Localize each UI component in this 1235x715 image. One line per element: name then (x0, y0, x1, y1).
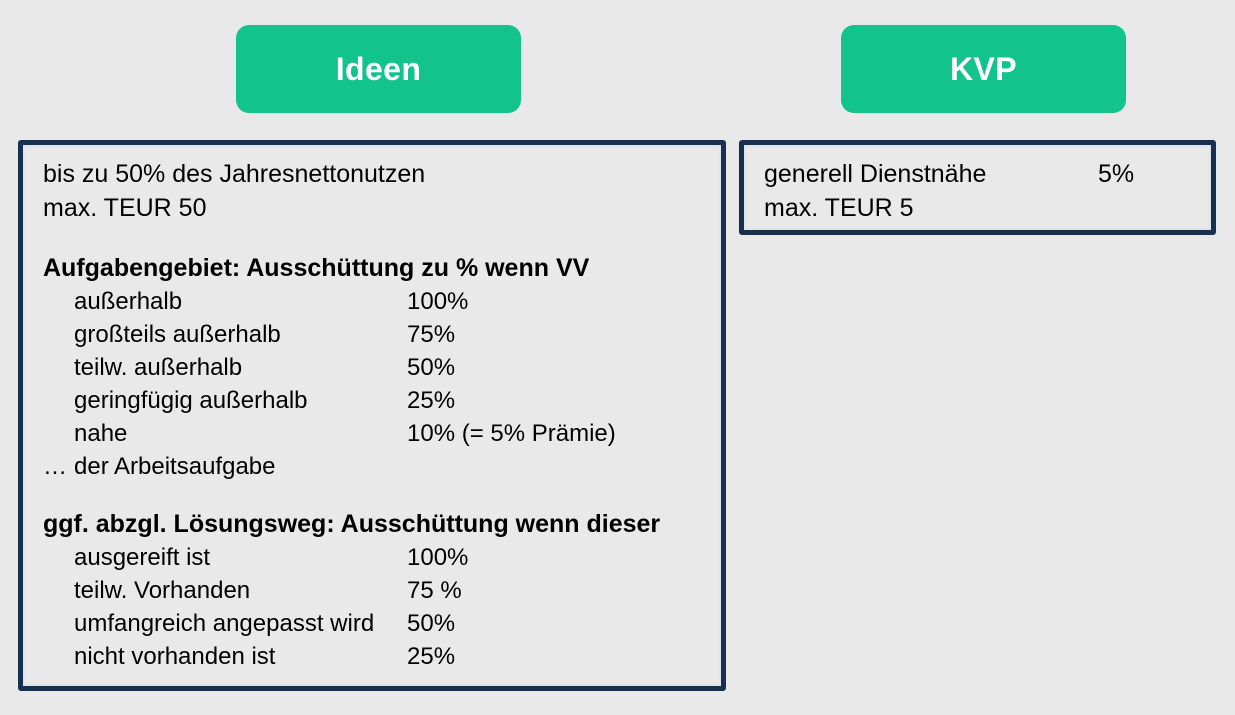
ideen-section1-footnote: … der Arbeitsaufgabe (43, 450, 707, 483)
row-value: 50% (407, 610, 456, 637)
table-row: ausgereift ist 100% (43, 541, 707, 574)
header-pill-kvp[interactable]: KVP (841, 25, 1126, 113)
ideen-intro-line-2: max. TEUR 50 (43, 194, 207, 222)
header-pill-ideen-label: Ideen (335, 51, 422, 87)
row-value: 75% (407, 321, 456, 348)
panel-ideen-content: bis zu 50% des Jahresnettonutzen max. TE… (23, 145, 721, 683)
row-value: 100% (407, 544, 469, 571)
footnote-ellipsis: … (43, 453, 67, 480)
table-row: nicht vorhanden ist 25% (43, 640, 707, 673)
row-label: teilw. außerhalb (74, 354, 243, 381)
table-row: generell Dienstnähe 5% (764, 157, 1197, 191)
table-row: max. TEUR 5 (764, 191, 1197, 225)
header-pill-kvp-label: KVP (950, 51, 1017, 87)
table-row: umfangreich angepasst wird 50% (43, 607, 707, 640)
row-label: geringfügig außerhalb (74, 387, 308, 414)
row-label: umfangreich angepasst wird (74, 610, 375, 637)
header-pill-ideen[interactable]: Ideen (236, 25, 521, 113)
row-label: außerhalb (74, 288, 183, 315)
table-row: außerhalb 100% (43, 285, 707, 318)
table-row: geringfügig außerhalb 25% (43, 384, 707, 417)
table-row: teilw. außerhalb 50% (43, 351, 707, 384)
row-value: 25% (407, 643, 456, 670)
table-row: teilw. Vorhanden 75 % (43, 574, 707, 607)
row-label: teilw. Vorhanden (74, 577, 251, 604)
ideen-section1-rows: außerhalb 100% großteils außerhalb 75% t… (43, 285, 707, 450)
row-label: nahe (74, 420, 128, 447)
spacer-between-sections (43, 483, 707, 507)
ideen-intro-line-1: bis zu 50% des Jahresnettonutzen (43, 160, 426, 188)
panel-kvp-content: generell Dienstnähe 5% max. TEUR 5 (744, 145, 1211, 235)
row-label: generell Dienstnähe (764, 160, 987, 188)
panel-ideen: bis zu 50% des Jahresnettonutzen max. TE… (18, 140, 726, 691)
spacer-after-intro (43, 225, 707, 251)
row-value: 25% (407, 387, 456, 414)
ideen-section1-heading: Aufgabengebiet: Ausschüttung zu % wenn V… (43, 254, 590, 282)
ideen-section2-rows: ausgereift ist 100% teilw. Vorhanden 75 … (43, 541, 707, 673)
row-label: ausgereift ist (74, 544, 211, 571)
row-label: max. TEUR 5 (764, 194, 914, 222)
table-row: nahe 10% (= 5% Prämie) (43, 417, 707, 450)
ideen-section2-heading: ggf. abzgl. Lösungsweg: Ausschüttung wen… (43, 510, 661, 538)
row-value: 75 % (407, 577, 462, 604)
row-value: 10% (= 5% Prämie) (407, 420, 616, 447)
row-value: 5% (1098, 160, 1135, 188)
row-label: nicht vorhanden ist (74, 643, 276, 670)
table-row: großteils außerhalb 75% (43, 318, 707, 351)
row-value: 50% (407, 354, 456, 381)
footnote-text: der Arbeitsaufgabe (74, 453, 276, 480)
row-value: 100% (407, 288, 469, 315)
panel-kvp: generell Dienstnähe 5% max. TEUR 5 (739, 140, 1216, 235)
row-label: großteils außerhalb (74, 321, 281, 348)
